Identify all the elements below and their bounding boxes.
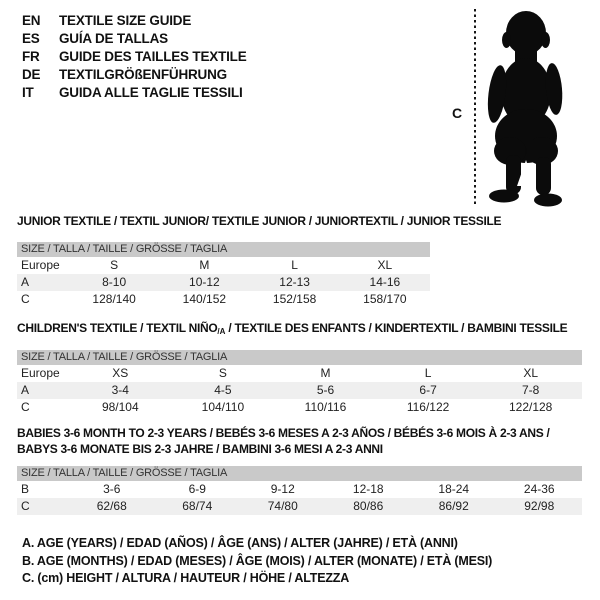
table-cell: 10-12 <box>189 275 220 289</box>
babies-textile-table: BABIES 3-6 MONTH TO 2-3 YEARS / BEBÉS 3-… <box>17 426 582 515</box>
title-part: / TEXTILE DES ENFANTS / KINDERTEXTIL / B… <box>225 321 568 335</box>
table-cell: L <box>291 258 298 272</box>
table-row: C 98/104 104/110 110/116 116/122 122/128 <box>17 399 582 416</box>
row-label: C <box>21 400 30 414</box>
table-cell: 128/140 <box>92 292 136 306</box>
table-cell: 18-24 <box>438 482 470 496</box>
size-header-bar: SIZE / TALLA / TAILLE / GRÖSSE / TAGLIA <box>17 466 582 481</box>
table-title-line2: BABYS 3-6 MONATE BIS 2-3 JAHRE / BAMBINI… <box>17 441 383 456</box>
row-label: C <box>21 499 30 513</box>
children-textile-table: CHILDREN'S TEXTILE / TEXTIL NIÑO/A / TEX… <box>17 322 582 416</box>
size-header-bar: SIZE / TALLA / TAILLE / GRÖSSE / TAGLIA <box>17 242 430 257</box>
lang-row-it: IT GUIDA ALLE TAGLIE TESSILI <box>22 84 247 102</box>
table-title-line1: BABIES 3-6 MONTH TO 2-3 YEARS / BEBÉS 3-… <box>17 426 550 440</box>
lang-code: EN <box>22 13 41 28</box>
table-cell: 7-8 <box>522 383 540 397</box>
table-cell: 3-4 <box>111 383 129 397</box>
table-cell: 4-5 <box>214 383 232 397</box>
table-cell: 14-16 <box>369 275 401 289</box>
lang-code: IT <box>22 85 34 100</box>
row-label: A <box>21 275 30 289</box>
table-title: JUNIOR TEXTILE / TEXTIL JUNIOR/ TEXTILE … <box>17 214 502 228</box>
table-row: Europe S M L XL <box>17 257 430 274</box>
toddler-silhouette-icon <box>487 11 563 207</box>
table-row: A 8-10 10-12 12-13 14-16 <box>17 274 430 291</box>
lang-row-de: DE TEXTILGRÖßENFÜHRUNG <box>22 66 247 84</box>
lang-row-es: ES GUÍA DE TALLAS <box>22 30 247 48</box>
table-cell: M <box>320 366 331 380</box>
title-subscript: /A <box>217 327 226 336</box>
table-title: CHILDREN'S TEXTILE / TEXTIL NIÑO/A / TEX… <box>17 322 582 338</box>
table-cell: 152/158 <box>272 292 317 306</box>
table-cell: M <box>199 258 210 272</box>
lang-code: DE <box>22 67 41 82</box>
table-cell: 6-7 <box>419 383 437 397</box>
table-cell: 116/122 <box>406 400 450 414</box>
row-label: A <box>21 383 30 397</box>
table-cell: 80/86 <box>353 499 384 513</box>
table-cell: S <box>218 366 227 380</box>
table-row: A 3-4 4-5 5-6 6-7 7-8 <box>17 382 582 399</box>
title-part: CHILDREN'S TEXTILE / TEXTIL NIÑO <box>17 321 218 335</box>
lang-title: GUIDE DES TAILLES TEXTILE <box>59 49 247 64</box>
table-row: B 3-6 6-9 9-12 12-18 18-24 24-36 <box>17 481 582 498</box>
table-cell: 104/110 <box>201 400 245 414</box>
table-cell: 62/68 <box>96 499 127 513</box>
row-label: Europe <box>21 258 60 272</box>
footnote-block: A. AGE (YEARS) / EDAD (AÑOS) / ÂGE (ANS)… <box>22 535 492 588</box>
lang-title: GUIDA ALLE TAGLIE TESSILI <box>59 85 243 100</box>
table-cell: 9-12 <box>270 482 295 496</box>
height-dotted-line <box>474 9 476 207</box>
lang-row-fr: FR GUIDE DES TAILLES TEXTILE <box>22 48 247 66</box>
row-label: C <box>21 292 30 306</box>
table-row: Europe XS S M L XL <box>17 365 582 382</box>
table-cell: XS <box>112 366 129 380</box>
table-cell: XL <box>377 258 393 272</box>
table-cell: 86/92 <box>438 499 469 513</box>
lang-title: TEXTILE SIZE GUIDE <box>59 13 192 28</box>
footnote-b: B. AGE (MONTHS) / EDAD (MESES) / ÂGE (MO… <box>22 553 493 568</box>
junior-textile-table: JUNIOR TEXTILE / TEXTIL JUNIOR/ TEXTILE … <box>17 214 502 308</box>
lang-title: TEXTILGRÖßENFÜHRUNG <box>59 67 227 82</box>
table-cell: 5-6 <box>316 383 335 397</box>
size-header-bar: SIZE / TALLA / TAILLE / GRÖSSE / TAGLIA <box>17 350 582 365</box>
table-cell: 8-10 <box>102 275 127 289</box>
table-cell: 68/74 <box>182 499 213 513</box>
table-cell: XL <box>523 366 539 380</box>
footnote-a: A. AGE (YEARS) / EDAD (AÑOS) / ÂGE (ANS)… <box>22 536 458 550</box>
height-measure-label: C <box>452 105 463 121</box>
row-label: B <box>21 482 30 496</box>
table-cell: 12-18 <box>352 482 384 496</box>
row-label: Europe <box>21 366 60 380</box>
lang-code: ES <box>22 31 40 46</box>
lang-title: GUÍA DE TALLAS <box>59 31 168 46</box>
table-cell: 98/104 <box>101 400 139 414</box>
table-cell: 74/80 <box>267 499 298 513</box>
table-cell: 24-36 <box>523 482 555 496</box>
table-cell: 6-9 <box>188 482 206 496</box>
table-cell: 158/170 <box>363 292 407 306</box>
table-row: C 128/140 140/152 152/158 158/170 <box>17 291 430 308</box>
table-cell: 3-6 <box>103 482 121 496</box>
table-cell: 92/98 <box>524 499 555 513</box>
lang-code: FR <box>22 49 40 64</box>
lang-row-en: EN TEXTILE SIZE GUIDE <box>22 12 247 30</box>
footnote-c: C. (cm) HEIGHT / ALTURA / HAUTEUR / HÖHE… <box>22 571 350 585</box>
table-cell: 110/116 <box>304 400 347 414</box>
language-title-block: EN TEXTILE SIZE GUIDE ES GUÍA DE TALLAS … <box>22 12 247 102</box>
table-cell: 122/128 <box>508 400 553 414</box>
table-cell: 140/152 <box>182 292 227 306</box>
table-cell: S <box>110 258 119 272</box>
table-cell: L <box>424 366 432 380</box>
table-cell: 12-13 <box>279 275 310 289</box>
table-row: C 62/68 68/74 74/80 80/86 86/92 92/98 <box>17 498 582 515</box>
